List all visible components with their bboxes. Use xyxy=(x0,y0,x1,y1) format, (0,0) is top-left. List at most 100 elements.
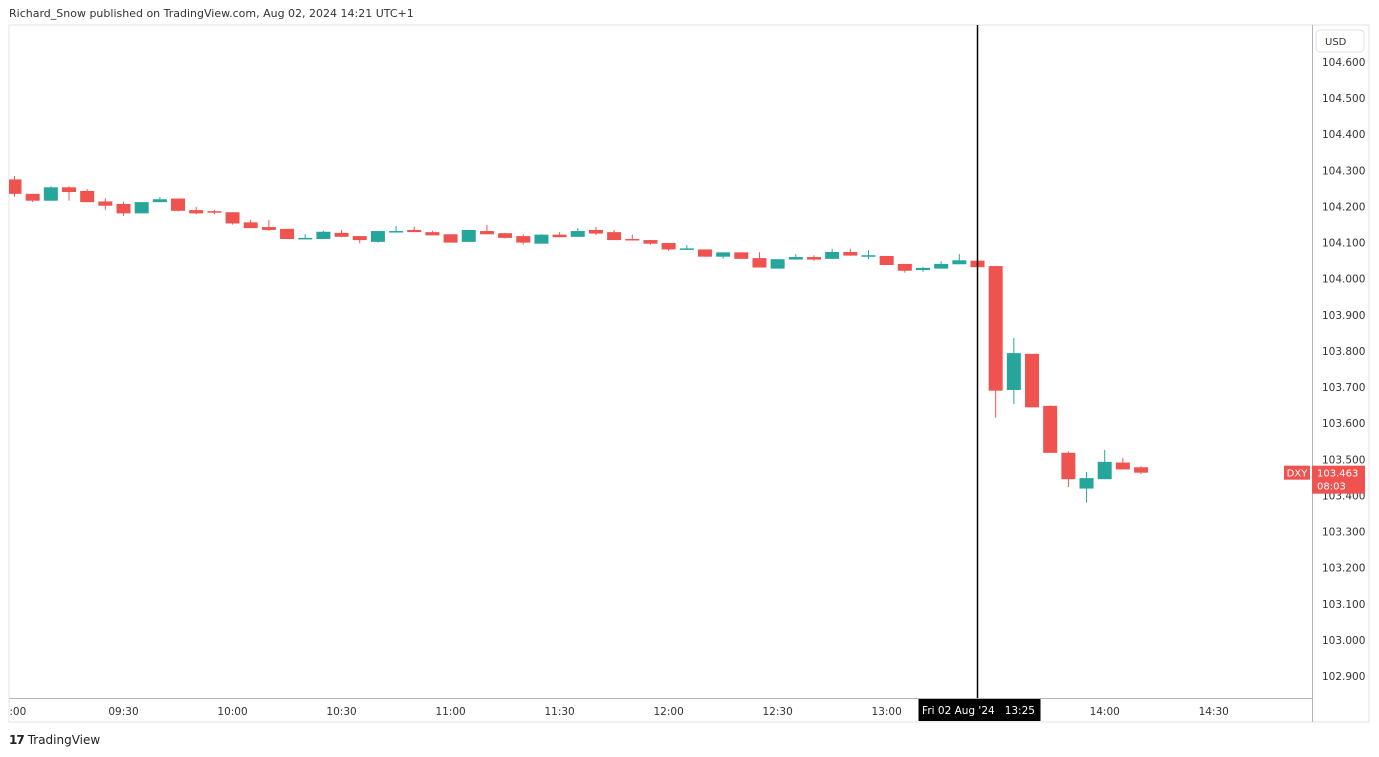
time-tick-label: 14:00 xyxy=(1090,706,1120,718)
time-tick-label: 09:30 xyxy=(108,706,138,718)
candle-body xyxy=(316,231,331,239)
candle xyxy=(570,228,585,237)
time-tick-label: 12:30 xyxy=(763,706,793,718)
candle xyxy=(534,234,549,244)
candle xyxy=(316,230,331,239)
candle-body xyxy=(770,259,785,269)
candle-body xyxy=(1043,405,1058,453)
price-tick-label: 104.300 xyxy=(1322,165,1365,177)
candle xyxy=(861,250,876,260)
candle-body xyxy=(734,252,749,259)
candle-body xyxy=(934,263,949,269)
candle-body xyxy=(134,202,149,214)
candle-body xyxy=(152,199,167,203)
candle xyxy=(1097,449,1112,480)
candle-body xyxy=(806,257,821,260)
time-tick-label: 9:00 xyxy=(3,706,27,718)
candle-body xyxy=(261,227,276,230)
candle xyxy=(734,252,749,259)
candle-body xyxy=(988,266,1003,391)
candle-body xyxy=(389,231,404,233)
candle xyxy=(788,254,803,260)
candle xyxy=(225,212,240,225)
candle-body xyxy=(552,234,567,238)
candle xyxy=(243,219,258,229)
price-tick-label: 102.900 xyxy=(1322,671,1365,683)
candle xyxy=(806,255,821,261)
candle xyxy=(80,189,95,203)
candle-body xyxy=(298,237,313,240)
candle-body xyxy=(207,211,222,213)
candle xyxy=(661,242,676,251)
candle-body xyxy=(570,231,585,237)
candle xyxy=(389,225,404,233)
tradingview-logo-icon: 17 xyxy=(9,733,25,747)
candle xyxy=(1061,451,1076,488)
time-tick-label: 10:30 xyxy=(326,706,356,718)
candle xyxy=(479,224,494,235)
candle xyxy=(152,197,167,203)
candle-body xyxy=(171,198,186,211)
candle xyxy=(897,263,912,273)
time-tick-label: 10:00 xyxy=(217,706,247,718)
price-tick-label: 104.600 xyxy=(1322,57,1365,69)
candle-body xyxy=(697,249,712,257)
candle-body xyxy=(116,203,131,214)
last-price-label: DXY 103.463 08:03 xyxy=(1284,465,1365,494)
tradingview-footer[interactable]: 17 TradingView xyxy=(9,733,100,747)
candle xyxy=(697,249,712,257)
candle xyxy=(134,202,149,214)
candle-body xyxy=(98,201,113,206)
price-tick-label: 104.500 xyxy=(1322,93,1365,105)
candle xyxy=(116,201,131,216)
time-tick-label: 11:30 xyxy=(544,706,574,718)
plot-frame xyxy=(8,24,1370,723)
candle xyxy=(679,245,694,250)
candle xyxy=(770,259,785,269)
candle-body xyxy=(407,229,422,233)
price-tick-label: 104.000 xyxy=(1322,274,1365,286)
candle-body xyxy=(334,232,349,237)
candle xyxy=(43,186,58,201)
candle xyxy=(171,198,186,212)
candle xyxy=(1025,353,1040,408)
candle xyxy=(825,248,840,259)
candle-body xyxy=(752,258,767,268)
candle xyxy=(9,176,22,197)
last-price-value: 103.463 xyxy=(1317,469,1358,480)
crosshair-time-label: Fri 02 Aug '24 13:25 xyxy=(918,699,1041,721)
price-tick-label: 103.200 xyxy=(1322,563,1365,575)
candles-group xyxy=(9,176,1149,503)
candle-body xyxy=(243,222,258,229)
currency-label[interactable]: USD xyxy=(1315,29,1365,53)
candle xyxy=(1006,337,1021,405)
candle xyxy=(370,231,385,243)
brand-name: TradingView xyxy=(27,733,101,747)
candle xyxy=(298,234,313,240)
candle xyxy=(1079,471,1094,503)
candle xyxy=(443,234,458,243)
symbol-tag: DXY xyxy=(1287,469,1309,480)
candle-body xyxy=(1006,353,1021,390)
candle xyxy=(643,240,658,245)
price-tick-label: 104.200 xyxy=(1322,201,1365,213)
candle xyxy=(752,252,767,268)
price-axis[interactable]: 104.600 104.500 104.400 104.300 104.200 104.1… xyxy=(1322,57,1365,683)
candle-body xyxy=(534,234,549,244)
candle xyxy=(879,255,894,265)
candle-body xyxy=(516,236,531,243)
candle xyxy=(334,229,349,237)
crosshair-time-text: Fri 02 Aug '24 13:25 xyxy=(922,705,1035,717)
candle-body xyxy=(1025,353,1040,408)
candle-body xyxy=(788,257,803,260)
candle-body xyxy=(1134,467,1149,473)
candle-body xyxy=(425,232,440,236)
candle xyxy=(716,252,731,259)
candle-body xyxy=(897,263,912,271)
candle-body xyxy=(625,238,640,241)
price-tick-label: 103.100 xyxy=(1322,599,1365,611)
time-axis[interactable]: 9:00 09:30 10:00 10:30 11:00 11:30 12:00 12:30 1… xyxy=(3,706,1229,718)
candle xyxy=(98,198,113,210)
candle-body xyxy=(25,193,40,201)
